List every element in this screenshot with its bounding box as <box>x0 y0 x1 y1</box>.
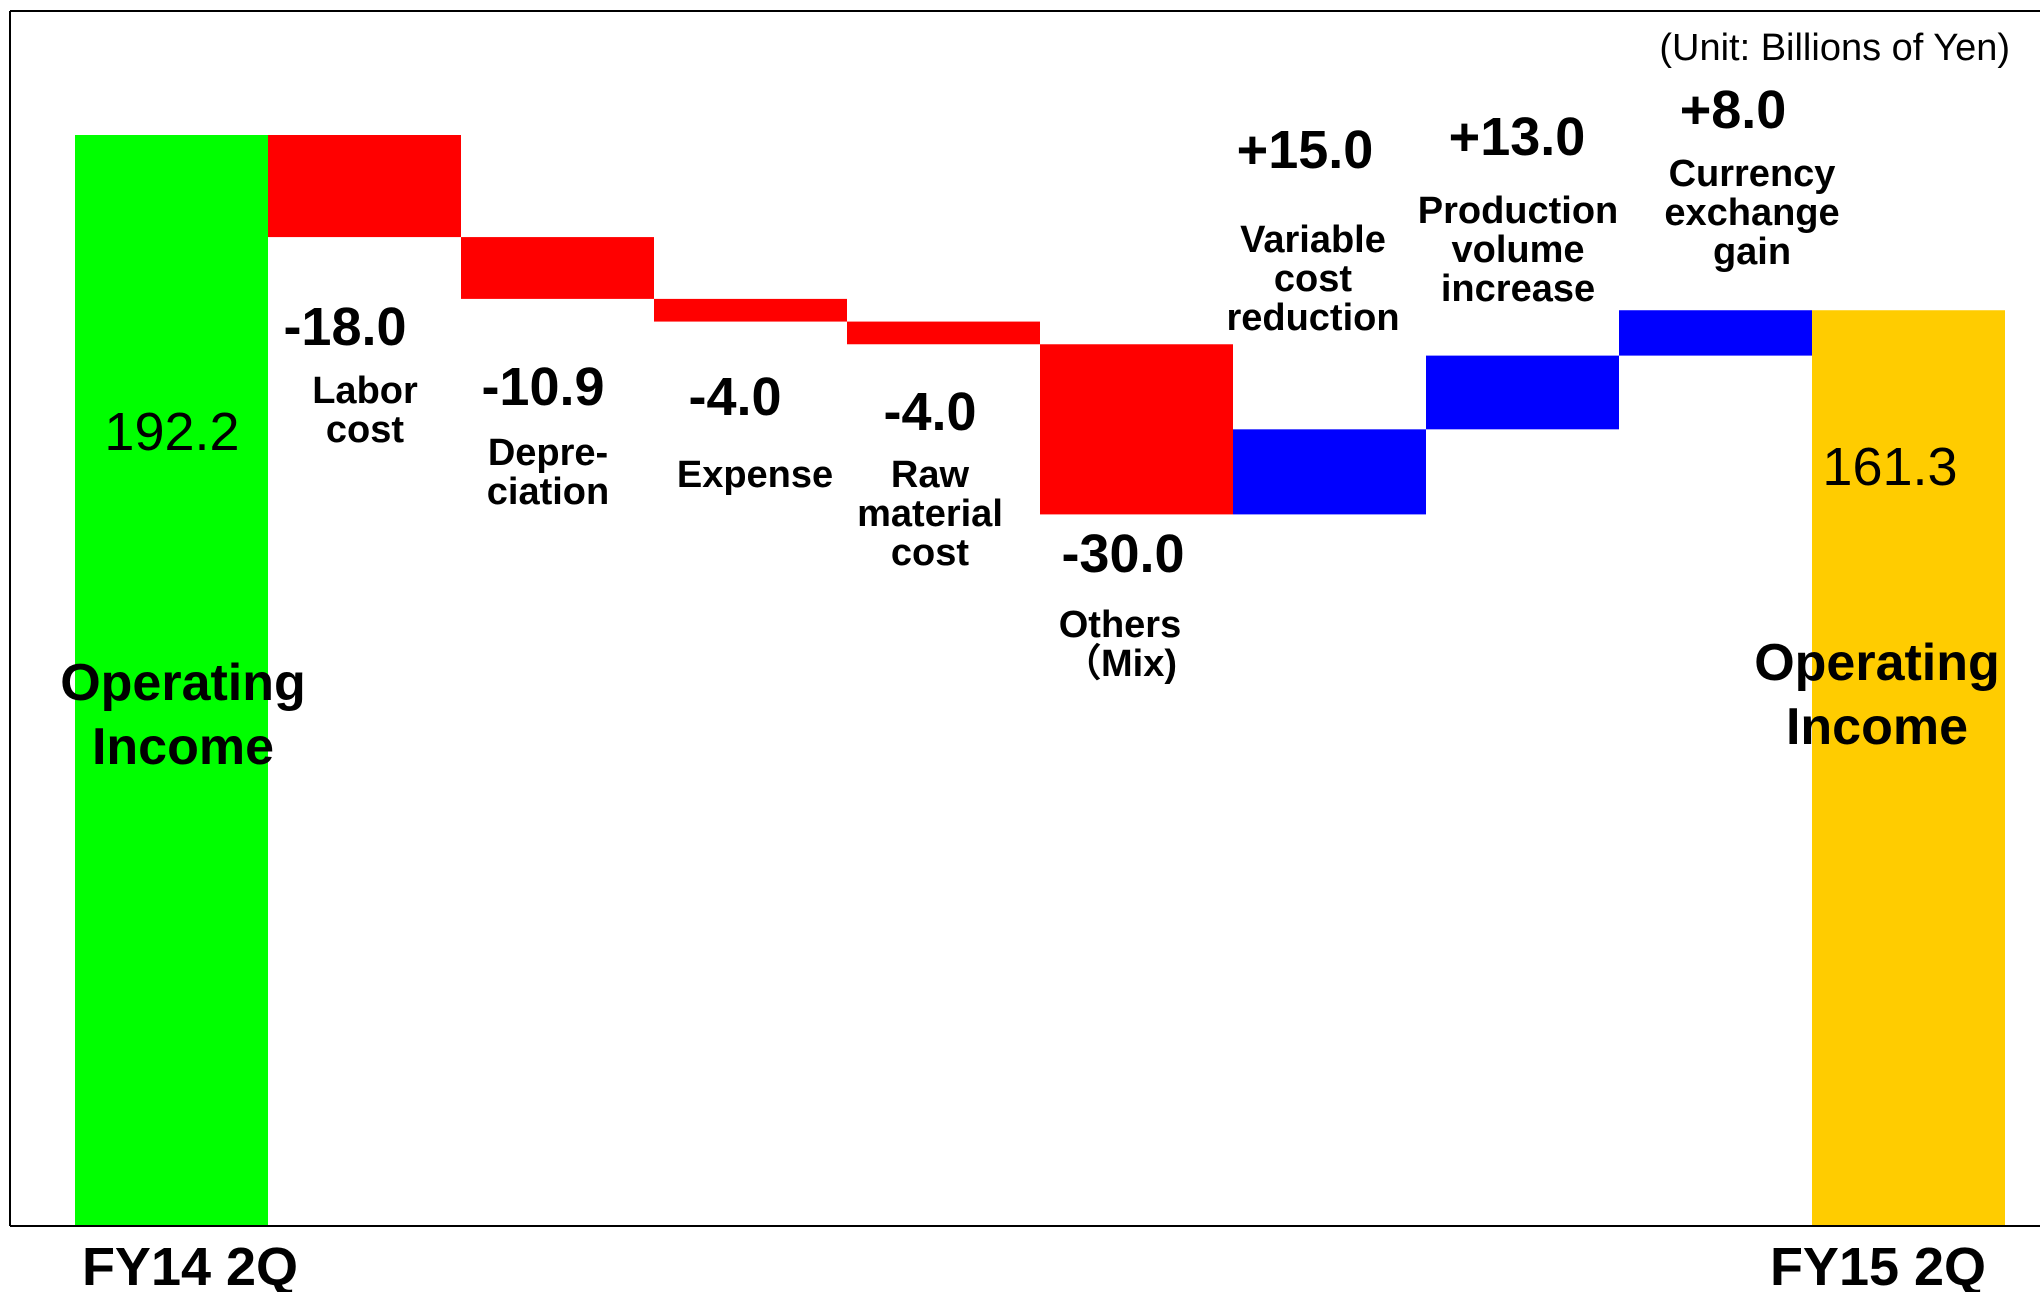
end-period-label: FY15 2Q <box>1770 1237 1986 1292</box>
step-value-label-7: +13.0 <box>1449 107 1586 167</box>
step-category-label-7: Production <box>1418 190 1619 232</box>
step-bar-8 <box>1619 310 1812 356</box>
step-category-label-6: cost <box>1274 258 1352 300</box>
step-value-label-6: +15.0 <box>1237 120 1374 180</box>
unit-label: (Unit: Billions of Yen) <box>1659 27 2010 69</box>
end-bar-label: Income <box>1786 698 1968 756</box>
step-bar-4 <box>847 321 1040 345</box>
step-category-label-8: exchange <box>1664 192 1839 234</box>
start-period-label: FY14 2Q <box>82 1237 298 1292</box>
step-category-label-1: Labor <box>312 370 418 412</box>
step-category-label-2: Depre- <box>488 432 608 474</box>
step-value-label-2: -10.9 <box>481 357 604 417</box>
step-category-label-8: gain <box>1713 231 1791 273</box>
step-category-label-2: ciation <box>487 471 609 513</box>
step-bar-2 <box>461 237 654 299</box>
step-bar-6 <box>1233 429 1426 515</box>
step-category-label-4: material <box>857 493 1003 535</box>
step-value-label-3: -4.0 <box>688 367 781 427</box>
step-bar-3 <box>654 298 847 322</box>
step-category-label-1: cost <box>326 409 404 451</box>
step-category-label-4: Raw <box>891 454 970 496</box>
step-value-label-8: +8.0 <box>1680 80 1787 140</box>
start-bar <box>75 135 268 1225</box>
step-category-label-6: reduction <box>1226 297 1399 339</box>
step-category-label-7: volume <box>1451 229 1584 271</box>
step-bar-1 <box>268 135 461 238</box>
step-category-label-8: Currency <box>1669 153 1836 195</box>
step-value-label-5: -30.0 <box>1061 524 1184 584</box>
end-bar-label: Operating <box>1754 634 2000 692</box>
step-value-label-1: -18.0 <box>283 297 406 357</box>
end-bar <box>1812 310 2005 1225</box>
end-value-label: 161.3 <box>1822 437 1957 497</box>
step-category-label-6: Variable <box>1240 219 1386 261</box>
step-value-label-4: -4.0 <box>883 382 976 442</box>
step-category-label-3: Expense <box>677 454 833 496</box>
step-category-label-5: Others <box>1059 604 1181 646</box>
step-category-label-4: cost <box>891 532 969 574</box>
step-bar-5 <box>1040 344 1233 515</box>
step-category-label-5: （Mix) <box>1063 643 1177 685</box>
start-bar-label: Income <box>92 718 274 776</box>
start-value-label: 192.2 <box>104 402 239 462</box>
start-bar-label: Operating <box>60 654 306 712</box>
step-category-label-7: increase <box>1441 268 1595 310</box>
step-bar-7 <box>1426 355 1619 430</box>
